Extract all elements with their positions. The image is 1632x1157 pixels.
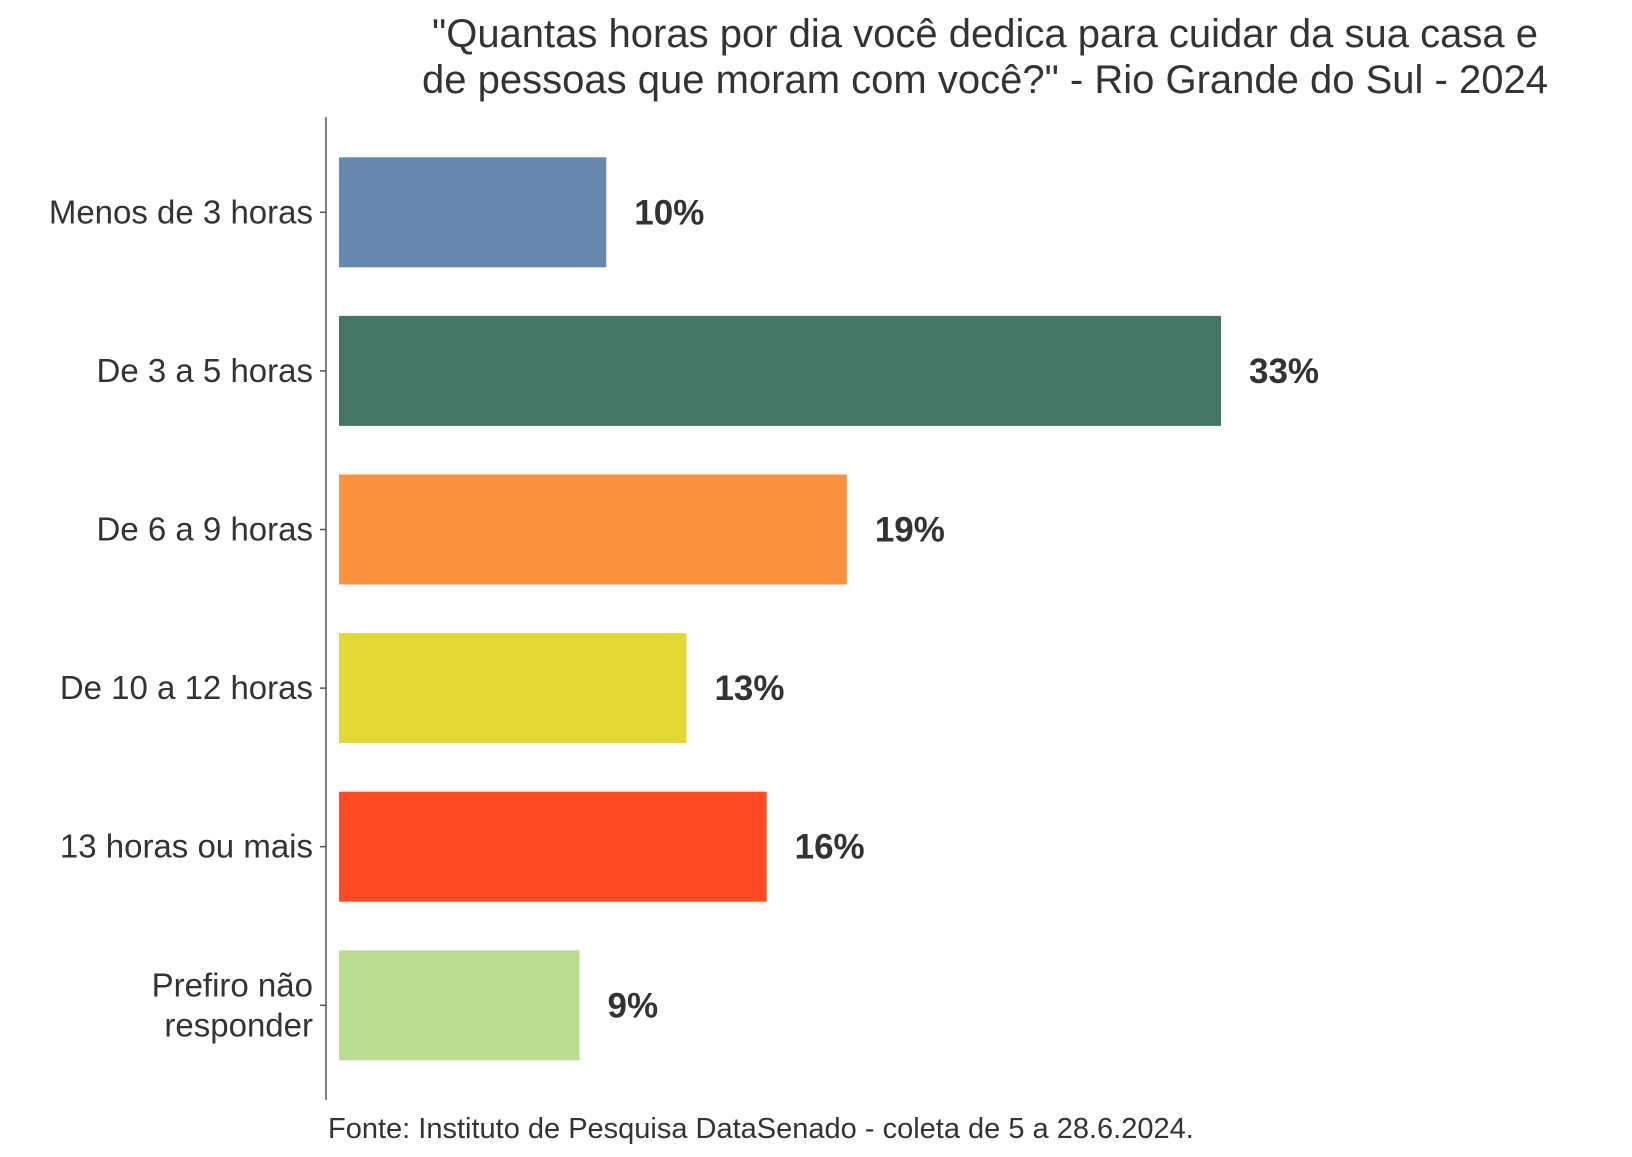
category-label-6: Prefiro não responder (152, 966, 313, 1043)
bar-2 (339, 315, 1221, 426)
category-label-line: Menos de 3 horas (49, 193, 313, 230)
bar-5 (339, 791, 767, 902)
value-label-5: 16% (795, 828, 865, 867)
category-label-line: responder (164, 1006, 313, 1043)
category-label-1: Menos de 3 horas (49, 193, 313, 230)
category-label-line: De 3 a 5 horas (97, 352, 313, 389)
bar-1 (339, 157, 607, 268)
bar-3 (339, 474, 847, 585)
bar-6 (339, 950, 580, 1061)
value-label-6: 9% (608, 986, 659, 1025)
category-label-line: De 6 a 9 horas (97, 511, 313, 548)
category-label-3: De 6 a 9 horas (97, 511, 313, 548)
category-label-2: De 3 a 5 horas (97, 352, 313, 389)
source-note: Fonte: Instituto de Pesquisa DataSenado … (328, 1113, 1194, 1145)
value-label-2: 33% (1249, 352, 1319, 391)
value-label-3: 19% (875, 511, 945, 550)
category-label-line: De 10 a 12 horas (60, 669, 313, 706)
chart-title-line-2: de pessoas que moram com você?" - Rio Gr… (422, 58, 1548, 102)
category-label-line: Prefiro não (152, 966, 313, 1003)
category-label-5: 13 horas ou mais (60, 828, 313, 865)
chart-title-line-1: "Quantas horas por dia você dedica para … (432, 12, 1538, 56)
category-label-4: De 10 a 12 horas (60, 669, 313, 706)
value-label-4: 13% (714, 669, 784, 708)
category-label-line: 13 horas ou mais (60, 828, 313, 865)
bar-4 (339, 633, 687, 744)
bars-group: 10% Menos de 3 horas 33% De 3 a 5 horas 19% D… (49, 157, 1319, 1061)
value-label-1: 10% (634, 193, 704, 232)
